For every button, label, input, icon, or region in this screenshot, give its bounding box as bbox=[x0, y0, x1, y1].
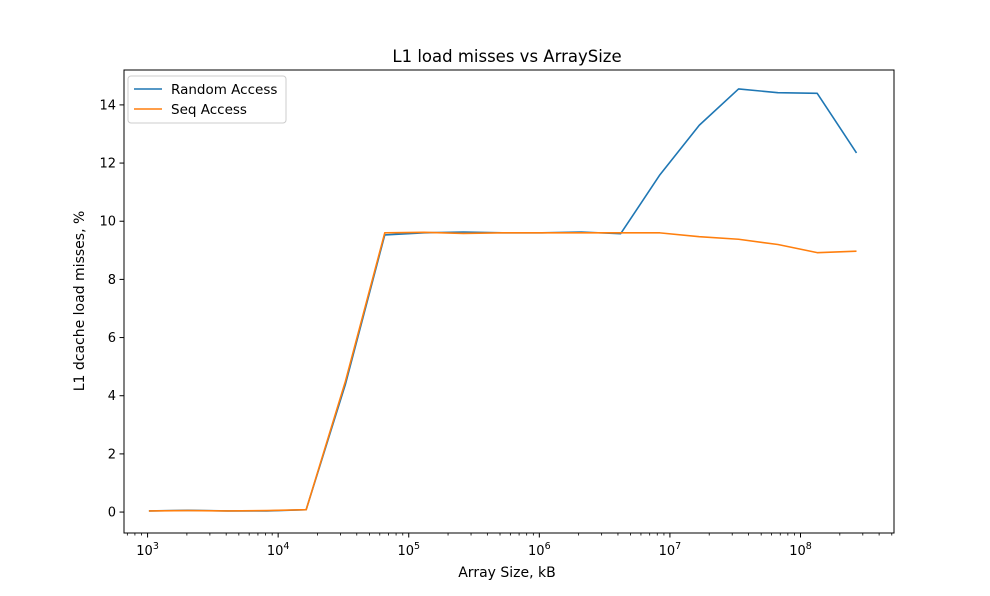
x-axis: 103 104 105 106 107 108 bbox=[126, 533, 893, 559]
y-tick-label: 2 bbox=[108, 447, 116, 462]
series-line-seq-access bbox=[148, 231, 857, 512]
x-tick-label: 107 bbox=[659, 541, 682, 559]
y-tick-label: 12 bbox=[99, 157, 116, 172]
y-tick-label: 4 bbox=[108, 389, 116, 404]
x-tick-label: 103 bbox=[136, 541, 159, 559]
x-tick-label: 108 bbox=[789, 541, 812, 559]
axes-frame bbox=[123, 69, 895, 534]
x-tick-label: 105 bbox=[397, 541, 420, 559]
plot-area bbox=[148, 88, 858, 512]
y-tick-label: 10 bbox=[99, 215, 116, 230]
y-tick-label: 14 bbox=[99, 98, 116, 113]
y-axis: 0 2 4 6 8 10 12 14 bbox=[99, 98, 124, 521]
x-tick-label: 106 bbox=[528, 541, 551, 559]
y-axis-label: L1 dcache load misses, % bbox=[72, 211, 88, 392]
y-tick-label: 0 bbox=[108, 506, 116, 521]
legend-label-random-access: Random Access bbox=[171, 82, 277, 98]
x-tick-label: 104 bbox=[267, 541, 290, 559]
legend-label-seq-access: Seq Access bbox=[171, 102, 247, 118]
y-tick-label: 8 bbox=[108, 273, 116, 288]
legend: Random Access Seq Access bbox=[127, 75, 287, 124]
chart-title: L1 load misses vs ArraySize bbox=[392, 47, 621, 66]
y-tick-label: 6 bbox=[108, 331, 116, 346]
legend-box bbox=[127, 75, 287, 124]
x-axis-label: Array Size, kB bbox=[458, 565, 556, 581]
